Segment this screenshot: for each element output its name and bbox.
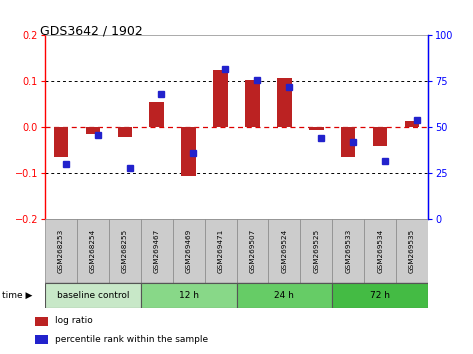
Bar xyxy=(54,127,68,157)
Bar xyxy=(77,219,109,283)
Text: GSM269533: GSM269533 xyxy=(345,229,351,273)
Text: GSM269534: GSM269534 xyxy=(377,229,383,273)
Bar xyxy=(45,283,140,308)
Text: GSM269535: GSM269535 xyxy=(409,229,415,273)
Bar xyxy=(149,102,164,127)
Bar xyxy=(332,219,364,283)
Text: GSM269469: GSM269469 xyxy=(185,229,192,273)
Text: 24 h: 24 h xyxy=(274,291,294,300)
Text: GSM269525: GSM269525 xyxy=(313,229,319,273)
Bar xyxy=(140,283,236,308)
Bar xyxy=(309,127,324,130)
Bar xyxy=(396,219,428,283)
Text: 72 h: 72 h xyxy=(370,291,390,300)
Bar xyxy=(236,219,268,283)
Bar xyxy=(213,70,228,127)
Text: 12 h: 12 h xyxy=(179,291,199,300)
Bar xyxy=(364,219,396,283)
Bar xyxy=(35,317,48,326)
Bar xyxy=(268,219,300,283)
Text: GSM269467: GSM269467 xyxy=(154,229,160,273)
Text: GSM269507: GSM269507 xyxy=(249,229,255,273)
Bar xyxy=(236,283,332,308)
Text: GSM268255: GSM268255 xyxy=(122,229,128,273)
Bar xyxy=(141,219,173,283)
Text: GSM268253: GSM268253 xyxy=(58,229,64,273)
Bar xyxy=(373,127,387,146)
Bar xyxy=(332,283,428,308)
Bar xyxy=(277,78,291,127)
Bar xyxy=(35,335,48,344)
Bar xyxy=(109,219,140,283)
Text: log ratio: log ratio xyxy=(55,316,93,325)
Bar xyxy=(245,80,260,127)
Bar xyxy=(405,120,419,127)
Bar xyxy=(86,127,100,134)
Bar xyxy=(300,219,332,283)
Text: baseline control: baseline control xyxy=(57,291,129,300)
Bar xyxy=(118,127,132,137)
Bar xyxy=(45,219,77,283)
Bar xyxy=(341,127,355,157)
Text: time ▶: time ▶ xyxy=(2,291,33,300)
Bar xyxy=(173,219,204,283)
Text: percentile rank within the sample: percentile rank within the sample xyxy=(55,335,208,344)
Text: GSM268254: GSM268254 xyxy=(90,229,96,273)
Text: GDS3642 / 1902: GDS3642 / 1902 xyxy=(40,25,143,38)
Text: GSM269471: GSM269471 xyxy=(218,229,224,273)
Bar xyxy=(204,219,236,283)
Bar xyxy=(182,127,196,176)
Text: GSM269524: GSM269524 xyxy=(281,229,288,273)
